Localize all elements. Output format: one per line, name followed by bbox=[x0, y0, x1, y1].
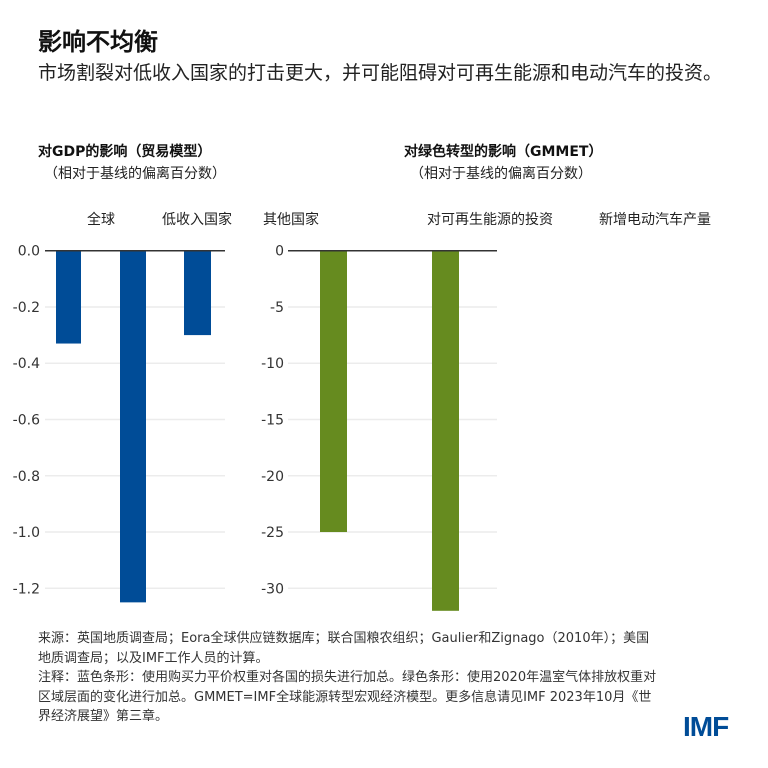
left-category-label: 全球 bbox=[87, 211, 115, 228]
left-ytick-label: -0.2 bbox=[13, 300, 40, 316]
right-ytick-label: -25 bbox=[261, 525, 284, 541]
left-bar-3 bbox=[184, 250, 211, 336]
right-ytick-label: 0 bbox=[275, 244, 284, 260]
right-category-label: 对可再生能源的投资 bbox=[427, 212, 553, 228]
page-subtitle: 市场割裂对低收入国家的打击更大，并可能阻碍对可再生能源和电动汽车的投资。 bbox=[38, 62, 723, 84]
right-ytick-label: -15 bbox=[261, 413, 284, 429]
left-bar-2 bbox=[120, 250, 146, 603]
right-bar-1 bbox=[320, 250, 347, 533]
right-ytick-label: -5 bbox=[270, 300, 284, 316]
left-ytick-label: 0.0 bbox=[18, 244, 40, 260]
right-bar-2 bbox=[432, 250, 459, 611]
left-ytick-label: -0.8 bbox=[13, 469, 40, 485]
left-chart-unit: （相对于基线的偏离百分数） bbox=[44, 166, 226, 182]
right-category-label: 新增电动汽车产量 bbox=[599, 211, 711, 228]
left-ytick-label: -1.0 bbox=[13, 525, 40, 541]
left-ytick-label: -0.4 bbox=[13, 356, 40, 372]
right-chart-title: 对绿色转型的影响（GMMET） bbox=[404, 144, 603, 160]
left-ytick-label: -0.6 bbox=[13, 413, 40, 429]
right-ytick-label: -20 bbox=[261, 469, 284, 485]
left-category-label: 其他国家 bbox=[263, 211, 319, 228]
left-chart-title: 对GDP的影响（贸易模型） bbox=[38, 144, 212, 160]
imf-logo: IMF bbox=[683, 711, 729, 742]
footnotes: 来源：英国地质调查局；Eora全球供应链数据库；联合国粮农组织；Gaulier和… bbox=[38, 629, 658, 727]
left-ytick-label: -1.2 bbox=[13, 581, 40, 597]
right-chart-unit: （相对于基线的偏离百分数） bbox=[410, 166, 592, 182]
page-title: 影响不均衡 bbox=[38, 28, 158, 56]
right-ytick-label: -30 bbox=[261, 581, 284, 597]
explanatory-note: 注释：蓝色条形：使用购买力平价权重对各国的损失进行加总。绿色条形：使用2020年… bbox=[38, 670, 657, 724]
source-note: 来源：英国地质调查局；Eora全球供应链数据库；联合国粮农组织；Gaulier和… bbox=[38, 631, 650, 666]
left-category-label: 低收入国家 bbox=[162, 211, 232, 228]
left-bar-1 bbox=[56, 250, 81, 344]
right-ytick-label: -10 bbox=[261, 356, 284, 372]
